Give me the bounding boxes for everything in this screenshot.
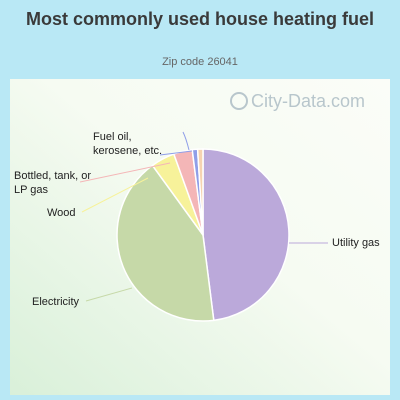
slice-label-3: Bottled, tank, or LP gas <box>14 170 91 196</box>
leader-line-1 <box>85 287 133 302</box>
watermark-text: City-Data.com <box>251 91 365 111</box>
slice-label-1: Electricity <box>32 296 80 308</box>
leader-line-2 <box>81 177 149 213</box>
pie-slice-other <box>196 148 204 236</box>
watermark: City-Data.com <box>230 91 365 111</box>
leader-line-3 <box>79 162 171 183</box>
watermark-icon <box>230 92 248 110</box>
chart-subtitle: Zip code 26041 <box>162 56 238 68</box>
leader-line-extra <box>182 131 190 151</box>
slice-label-0: Utility gas <box>332 237 380 249</box>
leader-line-4 <box>159 150 193 156</box>
pie-slice-electricity <box>116 164 215 322</box>
slice-label-2: Wood <box>47 207 76 219</box>
chart-title: Most commonly used house heating fuel <box>25 9 375 29</box>
pie-slice-utility-gas <box>202 148 290 322</box>
slice-label-4: Fuel oil, kerosene, etc. <box>93 131 162 157</box>
